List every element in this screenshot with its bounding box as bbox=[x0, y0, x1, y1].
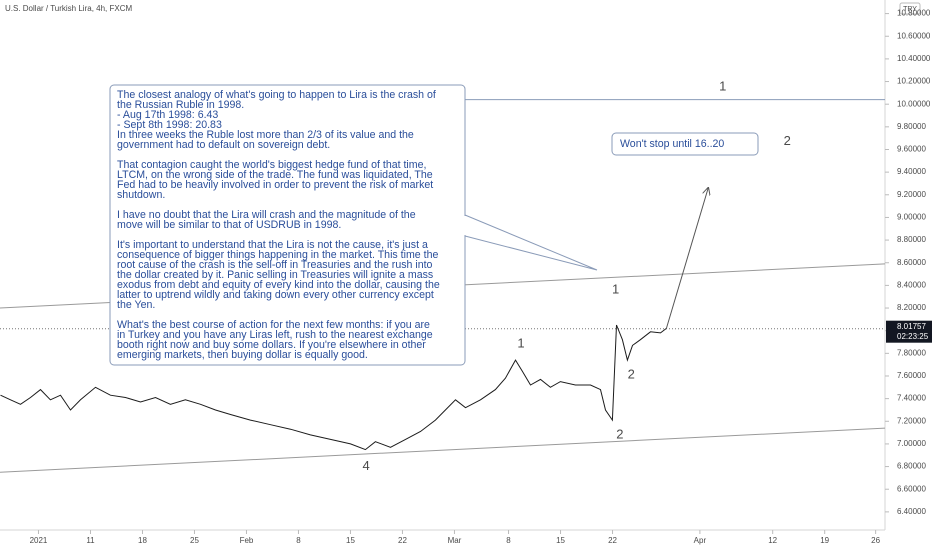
x-tick-label: 22 bbox=[398, 536, 407, 545]
currency-box[interactable] bbox=[899, 2, 921, 15]
y-tick-label: 9.40000 bbox=[897, 167, 926, 176]
note-line: the Russian Ruble in 1998. bbox=[117, 99, 244, 111]
x-tick-label: 26 bbox=[871, 536, 880, 545]
note-line: government had to default on sovereign d… bbox=[117, 139, 330, 151]
y-tick-label: 7.20000 bbox=[897, 416, 926, 425]
x-tick-label: 12 bbox=[768, 536, 777, 545]
note-line: in Turkey and you have any Liras left, r… bbox=[117, 329, 433, 341]
note-line: booth right now and buy some dollars. If… bbox=[117, 339, 426, 351]
note-line: What's the best course of action for the… bbox=[117, 319, 430, 331]
y-tick-label: 7.40000 bbox=[897, 394, 926, 403]
wave-label: 1 bbox=[517, 336, 524, 351]
y-tick-label: 8.40000 bbox=[897, 280, 926, 289]
y-tick-label: 6.80000 bbox=[897, 462, 926, 471]
y-tick-label: 10.80000 bbox=[897, 9, 931, 18]
trendline bbox=[0, 427, 886, 473]
y-tick-label: 8.20000 bbox=[897, 303, 926, 312]
note-line: root cause of the crash is the sell-off … bbox=[117, 259, 433, 271]
y-tick-label: 9.60000 bbox=[897, 145, 926, 154]
note-line: The closest analogy of what's going to h… bbox=[117, 89, 436, 101]
callout-box bbox=[611, 132, 759, 156]
callout-text: Won't stop until 16..20 bbox=[620, 138, 724, 150]
y-tick-label: 10.40000 bbox=[897, 54, 931, 63]
note-line: shutdown. bbox=[117, 189, 165, 201]
wave-label: 2 bbox=[784, 133, 791, 148]
x-tick-label: 22 bbox=[608, 536, 617, 545]
x-tick-label: 15 bbox=[556, 536, 565, 545]
note-line: the Yen. bbox=[117, 299, 155, 311]
wave-label: 2 bbox=[628, 366, 635, 381]
y-tick-label: 9.20000 bbox=[897, 190, 926, 199]
x-tick-label: 19 bbox=[820, 536, 829, 545]
note-line: emerging markets, then buying dollar is … bbox=[117, 349, 368, 361]
wave-label: 4 bbox=[362, 458, 369, 473]
projection-arrow bbox=[665, 188, 708, 329]
note-line: consequence of bigger things happening i… bbox=[117, 249, 438, 261]
x-tick-label: 25 bbox=[190, 536, 199, 545]
y-tick-label: 7.80000 bbox=[897, 348, 926, 357]
note-pointer bbox=[464, 214, 598, 271]
x-tick-label: Mar bbox=[448, 536, 462, 545]
note-line: LTCM, on the wrong side of the trade. Th… bbox=[117, 169, 433, 181]
y-tick-label: 6.40000 bbox=[897, 507, 926, 516]
y-tick-label: 9.80000 bbox=[897, 122, 926, 131]
note-line: exodus from debt and equity of every kin… bbox=[117, 279, 440, 291]
countdown-label: 02:23:25 bbox=[897, 332, 929, 341]
x-tick-label: 11 bbox=[86, 536, 95, 545]
last-price-label: 8.01757 bbox=[897, 322, 926, 331]
note-line: That contagion caught the world's bigges… bbox=[117, 159, 426, 171]
y-tick-label: 10.60000 bbox=[897, 31, 931, 40]
note-pointer-cover bbox=[463, 216, 466, 235]
wave-label: 2 bbox=[616, 426, 623, 441]
price-line bbox=[0, 324, 667, 451]
note-line: It's important to understand that the Li… bbox=[117, 239, 428, 251]
wave-label: 1 bbox=[719, 79, 726, 94]
wave-label: 1 bbox=[612, 281, 619, 296]
note-line: In three weeks the Ruble lost more than … bbox=[117, 129, 414, 141]
y-tick-label: 7.00000 bbox=[897, 439, 926, 448]
note-line: - Sept 8th 1998: 20.83 bbox=[117, 119, 222, 131]
y-tick-label: 10.20000 bbox=[897, 77, 931, 86]
x-tick-label: Feb bbox=[240, 536, 254, 545]
note-line: the dollar created by it. Panic selling … bbox=[117, 269, 433, 281]
y-tick-label: 7.60000 bbox=[897, 371, 926, 380]
x-tick-label: Apr bbox=[694, 536, 707, 545]
y-tick-label: 8.60000 bbox=[897, 258, 926, 267]
y-tick-label: 8.80000 bbox=[897, 235, 926, 244]
x-tick-label: 2021 bbox=[30, 536, 48, 545]
x-tick-label: 8 bbox=[506, 536, 511, 545]
note-line: - Aug 17th 1998: 6.43 bbox=[117, 109, 218, 121]
note-line: Fed had to be heavily involved in order … bbox=[117, 179, 433, 191]
chart-title: U.S. Dollar / Turkish Lira, 4h, FXCM bbox=[5, 4, 132, 13]
note-line: I have no doubt that the Lira will crash… bbox=[117, 209, 416, 221]
note-line: latter to uptrend wildly and taking down… bbox=[117, 289, 434, 301]
currency: TRY bbox=[903, 6, 917, 13]
y-tick-label: 10.00000 bbox=[897, 99, 931, 108]
last-price-badge bbox=[886, 320, 932, 343]
x-tick-label: 8 bbox=[296, 536, 301, 545]
y-tick-label: 9.00000 bbox=[897, 213, 926, 222]
x-tick-label: 15 bbox=[346, 536, 355, 545]
x-tick-label: 18 bbox=[138, 536, 147, 545]
y-tick-label: 6.60000 bbox=[897, 484, 926, 493]
note-line: move will be similar to that of USDRUB i… bbox=[117, 219, 341, 231]
